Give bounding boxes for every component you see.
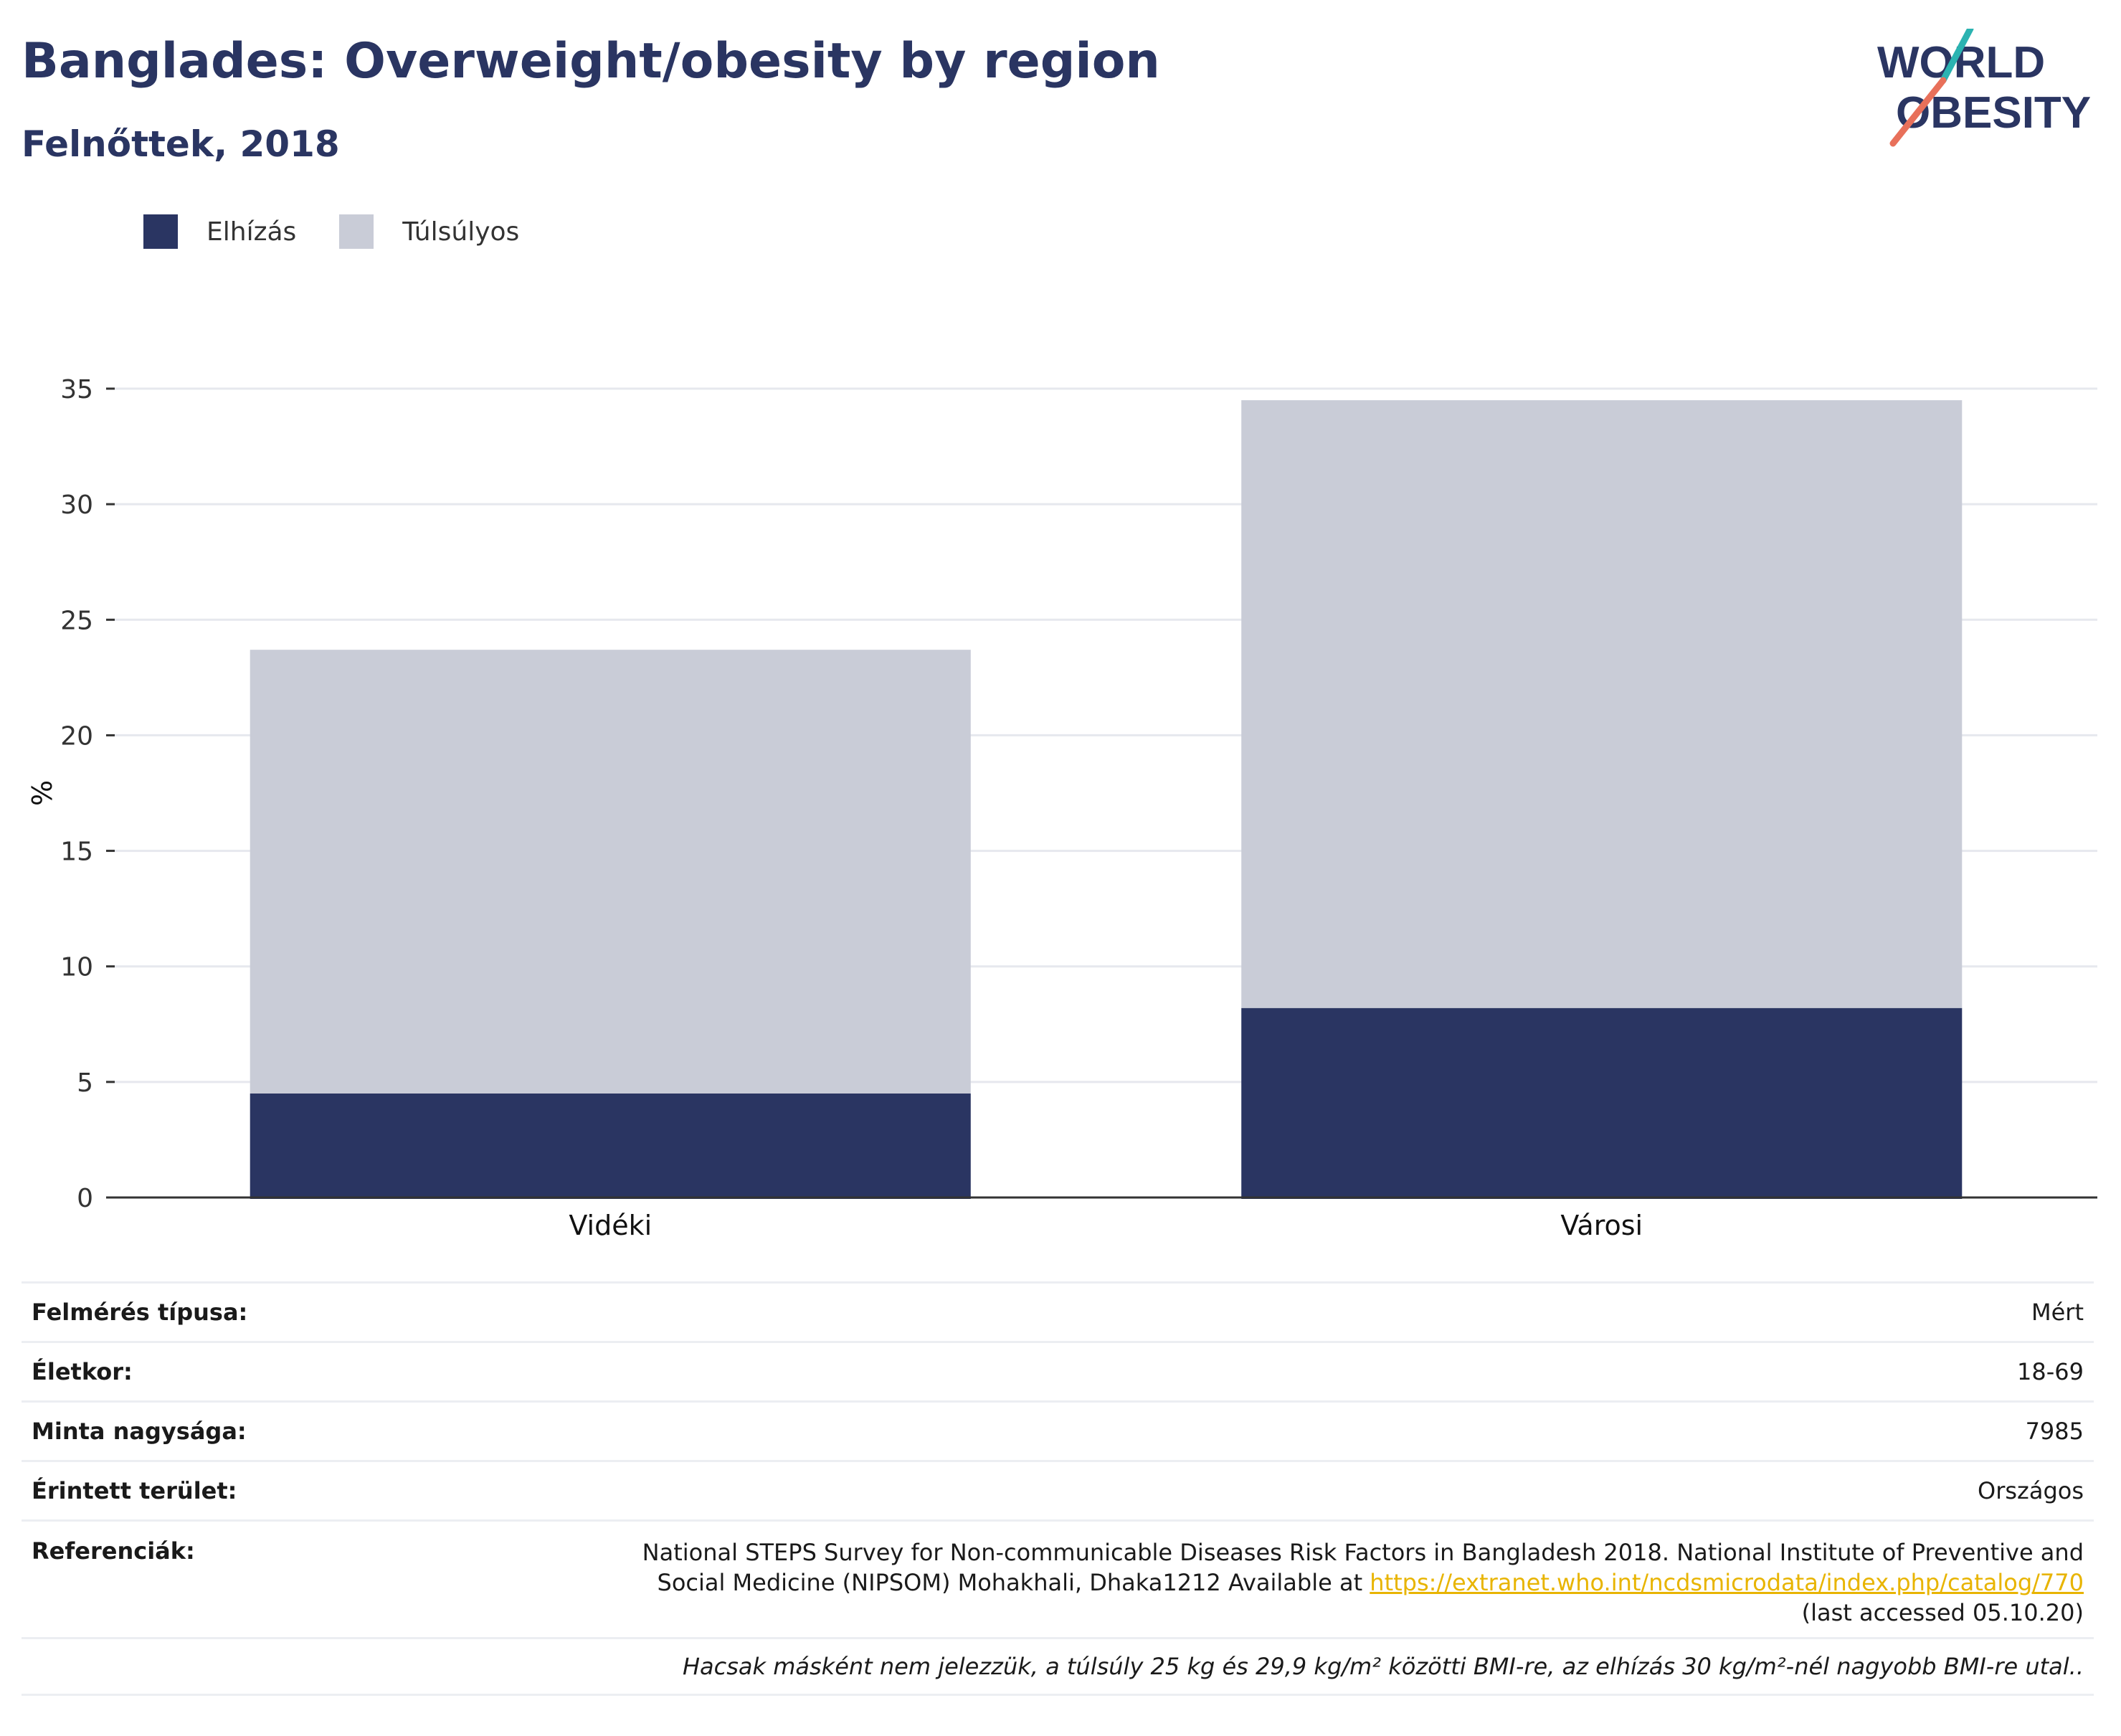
x-tick-label-2: Városi [1560,1210,1643,1241]
bar-overweight-2 [1241,400,1963,1008]
age-label: Életkor: [32,1358,133,1385]
footnote: Hacsak másként nem jelezzük, a túlsúly 2… [682,1653,2084,1680]
info-row-area: Érintett terület: Országos [22,1460,2094,1519]
x-tick-label-1: Vidéki [569,1210,652,1241]
sample-label: Minta nagysága: [32,1418,247,1445]
references-label: Referenciák: [32,1537,195,1565]
info-row-references: Referenciák: National STEPS Survey for N… [22,1519,2094,1637]
y-tick-label-35: 35 [60,375,93,404]
stacked-bar-chart: 0 5 10 15 20 25 30 35% Vidéki Városi [27,375,2097,1241]
references-value: National STEPS Survey for Non-communicab… [614,1537,2084,1637]
reference-link[interactable]: https://extranet.who.int/ncdsmicrodata/i… [1370,1569,2084,1596]
world-obesity-logo: WORLD OBESITY [1877,29,2091,147]
y-tick-label-15: 15 [60,838,93,867]
legend-label-obesity: Elhízás [207,217,297,247]
y-tick-label-0: 0 [77,1184,93,1213]
info-row-footnote: Hacsak másként nem jelezzük, a túlsúly 2… [22,1637,2094,1696]
info-row-age: Életkor: 18-69 [22,1341,2094,1400]
survey-type-label: Felmérés típusa: [32,1299,248,1326]
bar-obesity-1 [250,1093,971,1199]
legend-item-overweight[interactable]: Túlsúlyos [339,214,519,249]
age-value: 18-69 [2017,1358,2084,1385]
y-tick-label-25: 25 [60,606,93,635]
svg-text:OBESITY: OBESITY [1896,88,2091,138]
area-label: Érintett terület: [32,1477,237,1504]
references-accessed: (last accessed 05.10.20) [1801,1599,2084,1626]
y-tick-label-5: 5 [77,1068,93,1098]
info-row-sample: Minta nagysága: 7985 [22,1400,2094,1460]
y-tick-label-30: 30 [60,490,93,520]
references-text: National STEPS Survey for Non-communicab… [642,1539,2084,1596]
legend-swatch-overweight [339,214,374,249]
bar-obesity-2 [1241,1007,1963,1199]
y-tick-label-10: 10 [60,953,93,982]
legend-label-overweight: Túlsúlyos [402,217,520,247]
chart-legend: Elhízás Túlsúlyos [143,214,562,250]
y-axis-label: % [27,780,58,806]
chart-title: Banglades: Overweight/obesity by region [22,33,1160,90]
chart-subtitle: Felnőttek, 2018 [22,123,340,165]
sample-value: 7985 [2025,1418,2084,1445]
survey-info-table: Felmérés típusa: Mért Életkor: 18-69 Min… [22,1281,2094,1696]
area-value: Országos [1978,1477,2084,1504]
survey-type-value: Mért [2031,1299,2084,1326]
y-tick-label-20: 20 [60,721,93,751]
info-row-survey-type: Felmérés típusa: Mért [22,1281,2094,1341]
bar-overweight-1 [250,650,971,1094]
legend-item-obesity[interactable]: Elhízás [143,214,296,249]
legend-swatch-obesity [143,214,178,249]
